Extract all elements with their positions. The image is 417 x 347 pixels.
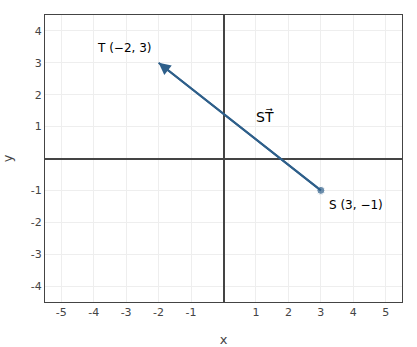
svg-text:2: 2: [35, 89, 42, 102]
svg-text:-3: -3: [121, 306, 132, 319]
svg-text:ST⃗: ST⃗: [256, 108, 274, 125]
svg-text:-2: -2: [31, 216, 42, 229]
svg-text:3: 3: [317, 306, 324, 319]
svg-text:-4: -4: [31, 280, 42, 293]
svg-text:-4: -4: [88, 306, 99, 319]
svg-text:y: y: [0, 154, 15, 162]
svg-text:T (−2, 3): T (−2, 3): [97, 41, 151, 55]
svg-text:S (3, −1): S (3, −1): [329, 198, 383, 212]
svg-text:-1: -1: [186, 306, 197, 319]
svg-text:4: 4: [35, 25, 42, 38]
svg-text:x: x: [220, 332, 228, 347]
svg-text:-3: -3: [31, 248, 42, 261]
svg-text:2: 2: [285, 306, 292, 319]
svg-text:1: 1: [35, 120, 42, 133]
svg-text:1: 1: [252, 306, 259, 319]
svg-text:3: 3: [35, 57, 42, 70]
svg-text:-5: -5: [56, 306, 67, 319]
svg-text:-2: -2: [153, 306, 164, 319]
svg-text:4: 4: [350, 306, 357, 319]
svg-text:5: 5: [382, 306, 389, 319]
svg-text:-1: -1: [31, 184, 42, 197]
